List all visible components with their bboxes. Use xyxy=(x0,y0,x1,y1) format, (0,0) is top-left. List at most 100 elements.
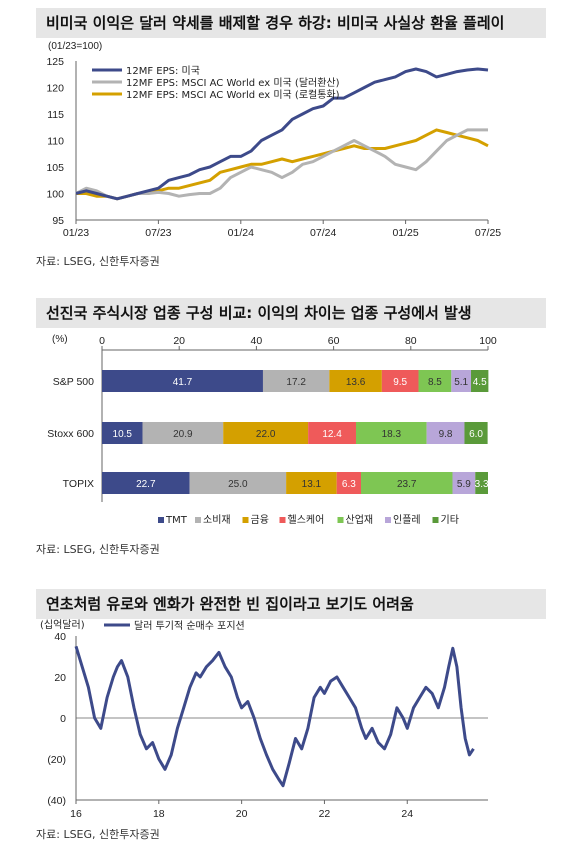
chart2-bar-segment xyxy=(102,422,143,444)
chart3-x-tick: 24 xyxy=(401,808,413,820)
chart2-unit-label: (%) xyxy=(52,334,68,345)
chart2-bar-segment xyxy=(355,422,427,444)
chart3-y-tick: 0 xyxy=(60,713,66,725)
chart2-bar-segment xyxy=(475,472,488,494)
chart2-x-tick: 100 xyxy=(479,335,497,347)
chart2-data-label: 4.5 xyxy=(473,377,487,388)
chart2-legend-label: 인플레 xyxy=(393,514,421,526)
chart1-y-tick: 105 xyxy=(46,162,64,174)
chart3-y-tick: (40) xyxy=(47,795,66,807)
chart3-y-tick: (20) xyxy=(47,754,66,766)
chart2-title: 선진국 주식시장 업종 구성 비교: 이익의 차이는 업종 구성에서 발생 xyxy=(36,298,546,328)
chart1-series-line xyxy=(76,128,489,201)
chart2-data-label: 12.4 xyxy=(322,429,342,440)
chart2-sector-stacked-bar: (%) 0 20 40 60 80 100 S&P 500 41.7 17.2 13.6 9.5 8.5… xyxy=(47,334,497,526)
chart2-data-label: 25.0 xyxy=(228,479,248,490)
chart2-data-label: 6.0 xyxy=(469,429,483,440)
chart1-legend-label: 12MF EPS: MSCI AC World ex 미국 (로컬통화) xyxy=(126,88,340,101)
chart2-data-label: 23.7 xyxy=(397,479,417,490)
chart2-bar-segment xyxy=(451,370,472,392)
chart1-unit-label: (01/23=100) xyxy=(48,41,102,52)
chart3-series-line xyxy=(74,645,475,788)
chart2-data-label: 41.7 xyxy=(173,377,193,388)
chart2-bar-segment xyxy=(471,370,489,392)
chart3-legend-label: 달러 투기적 순매수 포지션 xyxy=(134,620,245,632)
chart1-y-tick: 95 xyxy=(52,215,64,227)
chart2-legend-label: 소비재 xyxy=(203,514,231,526)
chart2-data-label: 20.9 xyxy=(173,429,193,440)
chart2-bar-segment xyxy=(189,472,287,494)
chart2-legend-label: 헬스케어 xyxy=(288,514,325,526)
chart3-x-tick: 20 xyxy=(236,808,248,820)
chart1-y-tick: 120 xyxy=(46,83,64,95)
chart2-legend-swatch xyxy=(432,517,439,523)
chart2-legend-swatch xyxy=(337,517,344,523)
chart3-title: 연초처럼 유로와 엔화가 완전한 빈 집이라고 보기도 어려움 xyxy=(36,589,546,619)
chart2-data-label: 9.8 xyxy=(439,429,453,440)
chart2-bar-segment xyxy=(464,422,488,444)
chart1-y-tick: 125 xyxy=(46,56,64,68)
chart2-legend-swatch xyxy=(279,517,286,523)
chart3-x-tick: 22 xyxy=(319,808,331,820)
chart2-data-label: 13.6 xyxy=(346,377,366,388)
chart1-x-tick: 07/23 xyxy=(145,227,171,239)
chart1-x-tick: 01/25 xyxy=(392,227,418,239)
chart2-legend-swatch xyxy=(195,517,201,523)
chart2-bar-segment xyxy=(102,370,263,392)
chart2-data-label: 9.5 xyxy=(393,377,407,388)
chart2-category-label: Stoxx 600 xyxy=(47,428,94,440)
chart2-bar-segment xyxy=(286,472,337,494)
chart2-legend-label: 산업재 xyxy=(346,513,374,526)
chart2-data-label: 22.7 xyxy=(136,479,156,490)
chart2-bar-segment xyxy=(329,370,382,392)
chart3-y-tick: 40 xyxy=(54,631,66,643)
chart2-bar-segment xyxy=(452,472,476,494)
chart3-unit-label: (십억달러) xyxy=(40,619,85,631)
chart2-legend-label: 금융 xyxy=(251,514,269,526)
chart2-data-label: 10.5 xyxy=(113,429,133,440)
chart2-data-label: 8.5 xyxy=(428,377,442,388)
chart2-data-label: 6.3 xyxy=(342,479,356,490)
chart1-source: 자료: LSEG, 신한투자증권 xyxy=(36,255,160,268)
chart3-y-tick: 20 xyxy=(54,672,66,684)
chart2-data-label: 17.2 xyxy=(286,377,306,388)
chart1-eps-line-chart: (01/23=100) 95 100 105 110 115 120 125 01/23 07/2… xyxy=(46,41,501,239)
chart2-data-label: 18.3 xyxy=(382,429,402,440)
chart2-data-label: 5.1 xyxy=(454,377,468,388)
chart3-x-tick: 18 xyxy=(153,808,165,820)
chart2-bar-segment xyxy=(418,370,452,392)
chart1-y-tick: 100 xyxy=(46,189,64,201)
chart2-data-label: 3.3 xyxy=(475,479,489,490)
chart2-bar-segment xyxy=(381,370,419,392)
chart2-legend-swatch xyxy=(158,517,164,523)
chart2-legend-label: TMT xyxy=(165,515,188,526)
chart2-bar-segment xyxy=(426,422,465,444)
chart1-x-tick: 01/24 xyxy=(228,227,254,239)
chart2-bar-segment xyxy=(102,472,190,494)
chart1-y-tick: 115 xyxy=(47,109,64,121)
chart1-x-tick: 07/25 xyxy=(475,227,501,239)
chart2-bar-segment xyxy=(223,422,309,444)
chart2-x-tick: 80 xyxy=(405,335,417,347)
chart2-legend-swatch xyxy=(242,517,249,523)
chart1-legend-label: 12MF EPS: MSCI AC World ex 미국 (달러환산) xyxy=(126,77,340,89)
chart2-x-tick: 20 xyxy=(173,335,185,347)
chart2-legend-swatch xyxy=(385,517,391,523)
chart2-bar-segment xyxy=(142,422,224,444)
chart2-x-tick: 0 xyxy=(99,335,105,347)
chart2-data-label: 13.1 xyxy=(302,479,322,490)
chart1-series-line xyxy=(75,128,488,201)
chart2-x-tick: 60 xyxy=(328,335,340,347)
chart2-bar-segment xyxy=(308,422,356,444)
chart2-legend-label: 기타 xyxy=(441,514,459,526)
chart2-bar-segment xyxy=(336,472,362,494)
chart2-data-label: 5.9 xyxy=(457,479,471,490)
chart2-category-label: TOPIX xyxy=(63,478,94,490)
chart2-x-tick: 40 xyxy=(251,335,263,347)
chart3-source: 자료: LSEG, 신한투자증권 xyxy=(36,828,160,841)
chart2-category-label: S&P 500 xyxy=(53,376,94,388)
chart1-y-tick: 110 xyxy=(47,136,64,148)
chart2-source: 자료: LSEG, 신한투자증권 xyxy=(36,543,160,556)
chart3-usd-position-line: (십억달러)40 20 0 (20) (40) 16 18 20 22 24 달러 투기적 순매수 … xyxy=(40,619,488,820)
chart2-bar-segment xyxy=(262,370,330,392)
